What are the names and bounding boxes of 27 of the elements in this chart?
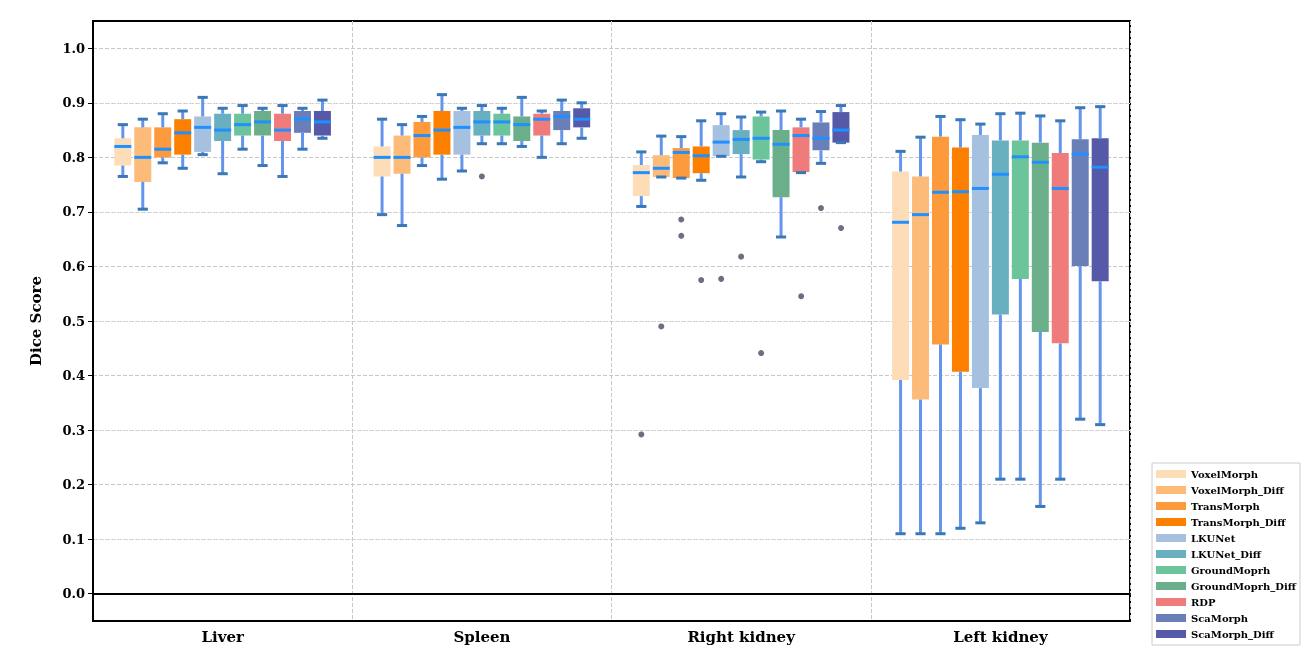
y-tick-label: 0.1 (62, 531, 85, 547)
y-tick-label: 0.7 (62, 204, 85, 220)
y-tick-label: 0.4 (62, 368, 85, 384)
y-tick-label: 0.5 (62, 313, 85, 329)
legend-label: GroundMoprh_Diff (1191, 580, 1297, 592)
y-tick-label: 0.9 (62, 95, 85, 111)
legend-label: LKUNet (1191, 532, 1236, 544)
x-tick-label: Spleen (453, 627, 511, 646)
x-tick-label: Left kidney (953, 627, 1049, 646)
y-tick-label: 0.3 (62, 422, 85, 438)
legend-label: VoxelMorph (1190, 468, 1259, 480)
legend-label: RDP (1191, 596, 1217, 608)
legend-label: ScaMorph (1191, 612, 1249, 624)
legend-label: VoxelMorph_Diff (1190, 484, 1285, 496)
x-tick-label: Right kidney (687, 627, 797, 646)
y-tick-label: 1.0 (62, 40, 85, 56)
legend-label: ScaMorph_Diff (1191, 628, 1275, 640)
y-axis-title: Dice Score (26, 275, 45, 367)
legend-label: LKUNet_Diff (1191, 548, 1262, 560)
y-tick-label: 0.0 (62, 586, 85, 602)
y-tick-label: 0.2 (62, 477, 85, 493)
y-tick-label: 0.8 (62, 149, 85, 165)
legend-label: GroundMoprh (1191, 564, 1272, 576)
x-tick-label: Liver (201, 627, 245, 646)
y-tick-label: 0.6 (62, 258, 85, 274)
legend-label: TransMorph_Diff (1191, 516, 1287, 528)
legend-label: TransMorph (1191, 500, 1261, 512)
